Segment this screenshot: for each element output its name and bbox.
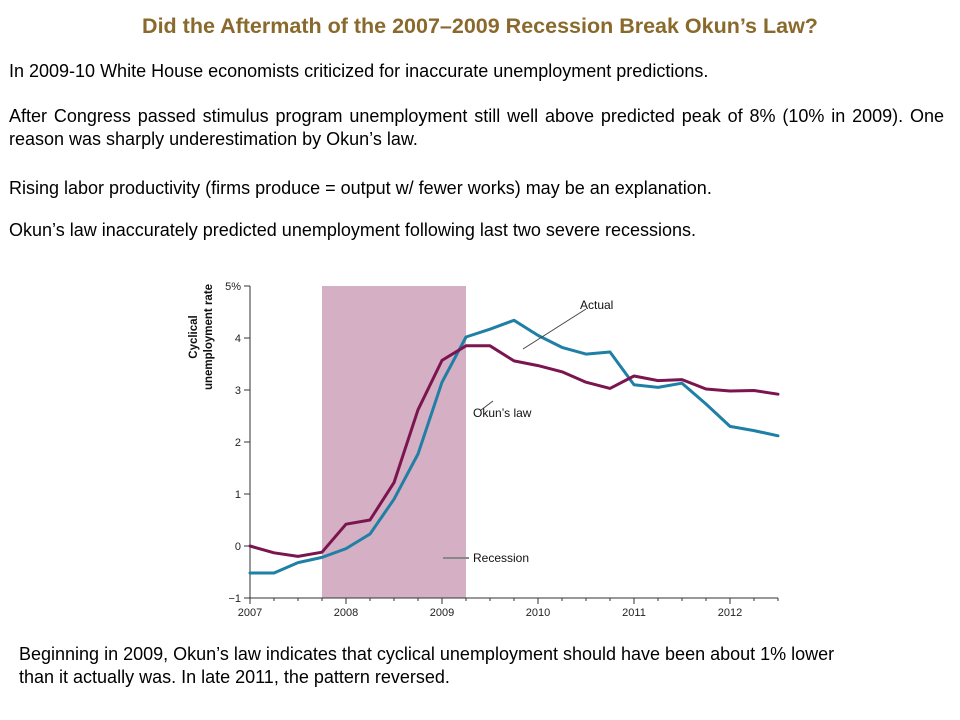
x-tick-label: 2010 (526, 607, 550, 619)
x-tick-label: 2012 (718, 607, 742, 619)
actual-series-line (248, 318, 780, 575)
x-tick-label: 2008 (334, 607, 358, 619)
y-tick-label: 5% (225, 281, 241, 293)
y-axis-label-line-1: Cyclical (188, 315, 200, 358)
okun-leader-line (480, 400, 494, 411)
slide-title: Did the Aftermath of the 2007–2009 Reces… (142, 14, 818, 38)
y-tick-label: 2 (235, 437, 241, 449)
paragraph-3: Rising labor productivity (firms produce… (9, 178, 712, 198)
paragraph-2: After Congress passed stimulus program u… (9, 106, 944, 149)
y-axis-label-line-2: unemployment rate (203, 284, 215, 390)
y-tick-label: 1 (235, 489, 241, 501)
recession-label: Recession (473, 551, 529, 565)
bottom-caption: Beginning in 2009, Okun’s law indicates … (19, 644, 835, 687)
okun-chart: 5% 4 3 2 1 0 −1 2007 2008 2009 2010 2011 2012 Cyclic… (188, 281, 780, 619)
okun-law-series-line (248, 344, 780, 558)
recession-band (322, 286, 466, 598)
actual-label: Actual (580, 298, 613, 312)
y-tick-label: 0 (235, 541, 241, 553)
okun-law-label: Okun’s law (473, 406, 532, 420)
y-tick-label: 3 (235, 385, 241, 397)
x-tick-label: 2009 (430, 607, 454, 619)
y-tick-label: −1 (228, 593, 241, 605)
actual-leader-line (522, 308, 587, 350)
x-tick-label: 2007 (238, 607, 262, 619)
paragraph-4: Okun’s law inaccurately predicted unempl… (9, 220, 696, 240)
x-tick-label: 2011 (622, 607, 646, 619)
y-tick-label: 4 (235, 333, 241, 345)
paragraph-1: In 2009-10 White House economists critic… (9, 61, 709, 81)
